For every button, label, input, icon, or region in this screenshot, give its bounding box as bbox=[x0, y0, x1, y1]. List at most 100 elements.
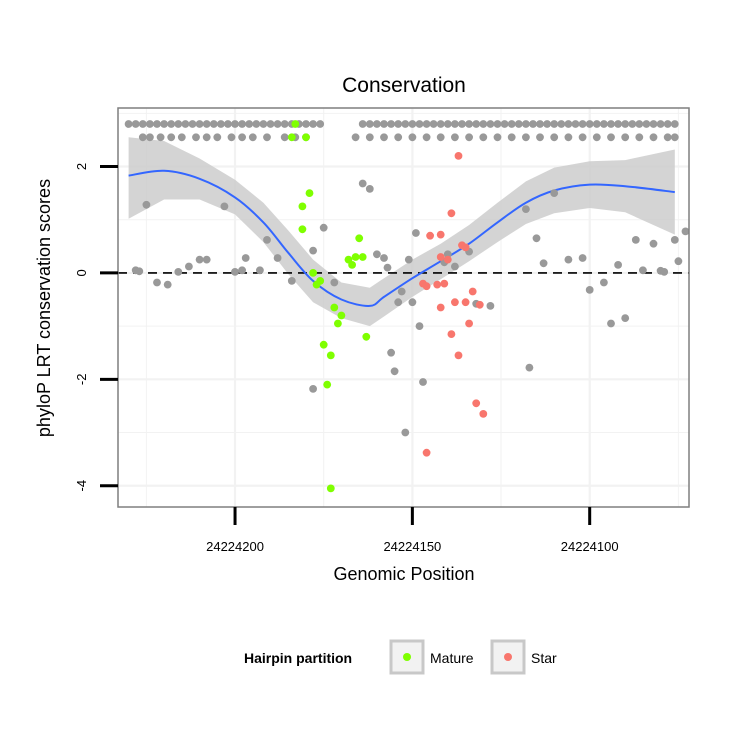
data-point-other bbox=[670, 133, 679, 142]
data-point-other bbox=[436, 120, 445, 128]
data-point-other bbox=[309, 385, 317, 393]
data-point-other bbox=[138, 120, 147, 128]
data-point-other bbox=[564, 120, 573, 128]
data-point-other bbox=[238, 120, 247, 128]
data-point-other bbox=[309, 120, 317, 128]
data-point-other bbox=[525, 363, 534, 372]
data-points-layer bbox=[124, 120, 690, 493]
data-point-mature bbox=[330, 303, 339, 312]
legend-marker-star bbox=[504, 653, 512, 661]
data-point-other bbox=[514, 120, 523, 128]
data-point-other bbox=[436, 133, 445, 142]
data-point-other bbox=[209, 120, 218, 128]
data-point-other bbox=[681, 227, 690, 236]
data-point-other bbox=[529, 120, 537, 128]
data-point-other bbox=[373, 250, 381, 259]
legend-title: Hairpin partition bbox=[244, 650, 352, 666]
data-point-star bbox=[465, 319, 473, 328]
data-point-other bbox=[231, 120, 239, 128]
data-point-other bbox=[422, 133, 431, 142]
data-point-other bbox=[351, 133, 360, 142]
data-point-other bbox=[607, 120, 615, 128]
data-point-other bbox=[578, 120, 587, 128]
data-point-other bbox=[614, 120, 622, 128]
data-point-other bbox=[241, 254, 250, 262]
data-point-other bbox=[507, 120, 516, 128]
data-point-other bbox=[266, 120, 275, 128]
data-point-other bbox=[493, 120, 502, 128]
data-point-other bbox=[401, 428, 410, 437]
data-point-other bbox=[394, 120, 403, 128]
data-point-other bbox=[585, 286, 594, 294]
data-point-other bbox=[621, 120, 630, 128]
data-point-mature bbox=[326, 351, 335, 360]
data-point-mature bbox=[305, 189, 314, 198]
data-point-other bbox=[649, 133, 658, 142]
data-point-other bbox=[195, 120, 204, 128]
data-point-mature bbox=[298, 202, 307, 211]
data-point-mature bbox=[316, 277, 325, 285]
x-tick-label: 24224150 bbox=[383, 539, 441, 554]
data-point-other bbox=[373, 120, 381, 128]
data-point-other bbox=[217, 120, 225, 128]
x-tick-label: 24224100 bbox=[561, 539, 619, 554]
data-point-other bbox=[578, 133, 587, 142]
data-point-other bbox=[146, 133, 154, 142]
data-point-star bbox=[426, 231, 434, 240]
data-point-other bbox=[380, 133, 388, 142]
data-point-other bbox=[631, 236, 640, 244]
data-point-mature bbox=[334, 319, 342, 328]
data-point-other bbox=[202, 255, 211, 264]
data-point-other bbox=[443, 120, 452, 128]
data-point-star bbox=[443, 255, 452, 264]
data-point-other bbox=[287, 277, 296, 285]
data-point-other bbox=[557, 120, 566, 128]
data-point-mature bbox=[319, 340, 328, 349]
data-point-other bbox=[160, 120, 169, 128]
panel-border bbox=[117, 107, 690, 508]
data-point-other bbox=[607, 133, 615, 142]
data-point-other bbox=[660, 268, 669, 276]
data-point-other bbox=[465, 133, 473, 142]
data-point-other bbox=[358, 179, 367, 188]
data-point-other bbox=[185, 262, 193, 271]
data-point-other bbox=[539, 259, 548, 268]
data-point-other bbox=[238, 133, 247, 142]
data-point-other bbox=[124, 120, 133, 128]
data-point-other bbox=[472, 120, 481, 128]
data-point-other bbox=[592, 133, 601, 142]
data-point-other bbox=[500, 120, 509, 128]
data-point-other bbox=[635, 120, 644, 128]
data-point-other bbox=[397, 287, 406, 296]
data-point-mature bbox=[337, 311, 346, 320]
data-point-other bbox=[231, 268, 239, 276]
data-point-other bbox=[532, 234, 541, 243]
data-point-mature bbox=[298, 225, 307, 234]
data-point-other bbox=[649, 120, 658, 128]
data-point-other bbox=[635, 133, 644, 142]
data-point-other bbox=[429, 120, 438, 128]
data-point-other bbox=[585, 120, 594, 128]
data-point-other bbox=[220, 202, 229, 211]
data-point-mature bbox=[348, 261, 356, 269]
data-point-other bbox=[238, 266, 247, 275]
data-point-other bbox=[365, 133, 374, 142]
data-point-other bbox=[408, 298, 417, 307]
data-point-star bbox=[436, 253, 445, 261]
data-point-other bbox=[670, 120, 679, 128]
chart-title: Conservation bbox=[342, 74, 466, 97]
data-point-other bbox=[522, 120, 530, 128]
data-point-other bbox=[167, 120, 176, 128]
y-tick-label: 0 bbox=[74, 269, 89, 276]
data-point-other bbox=[280, 120, 289, 128]
data-point-other bbox=[387, 120, 395, 128]
data-point-other bbox=[177, 133, 186, 142]
data-point-other bbox=[415, 120, 424, 128]
data-point-other bbox=[202, 120, 211, 128]
data-point-mature bbox=[358, 253, 367, 261]
data-point-other bbox=[458, 120, 466, 128]
data-point-other bbox=[493, 133, 502, 142]
data-point-star bbox=[475, 300, 484, 309]
plot-panel bbox=[117, 107, 690, 508]
data-point-other bbox=[401, 120, 410, 128]
